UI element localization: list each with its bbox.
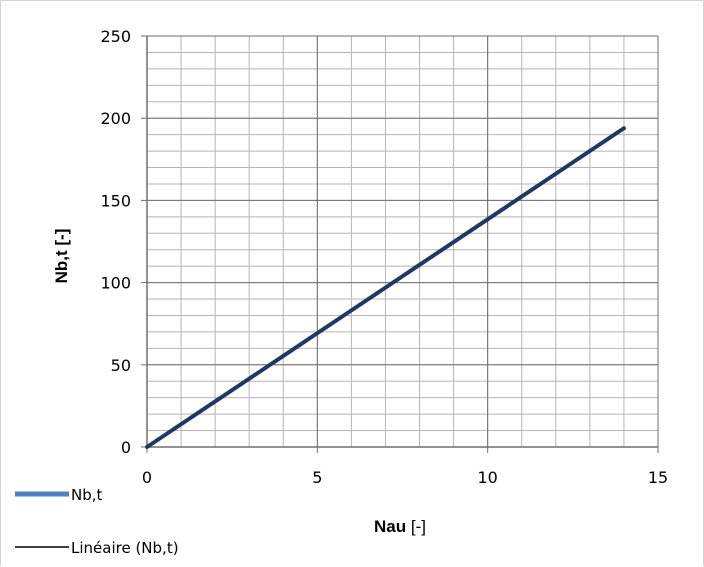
series-layer [145, 126, 626, 449]
y-tick-label: 250 [100, 27, 131, 46]
legend: Nb,t Linéaire (Nb,t) [15, 486, 179, 557]
legend-label-nbt: Nb,t [71, 486, 103, 504]
x-axis-title: Nau [-] [374, 517, 426, 536]
x-tick-label: 10 [477, 468, 497, 487]
grid [141, 35, 659, 453]
y-axis-title: Nb,t [-] [52, 229, 71, 284]
y-tick-label: 50 [111, 356, 131, 375]
x-tick-label: 0 [142, 468, 152, 487]
y-tick-label: 100 [100, 274, 131, 293]
series-line-nbt [145, 126, 626, 449]
x-axis-title-bold: Nau [374, 517, 406, 536]
y-tick-label: 150 [100, 191, 131, 210]
y-tick-label: 200 [100, 109, 131, 128]
x-tick-label: 15 [648, 468, 668, 487]
tick-labels: 0 50 100 150 200 250 0 5 10 15 [100, 27, 668, 487]
legend-label-lineaire: Linéaire (Nb,t) [71, 539, 179, 557]
y-tick-label: 0 [121, 438, 131, 457]
x-axis-title-unit: [-] [406, 517, 426, 536]
x-tick-label: 5 [312, 468, 322, 487]
